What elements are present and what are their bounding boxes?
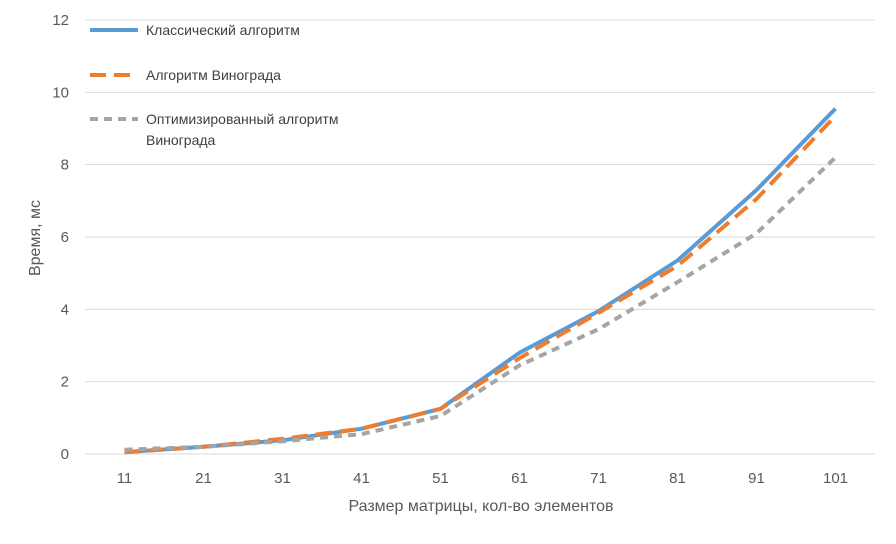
x-tick-label: 101 bbox=[823, 470, 848, 487]
y-tick-label: 4 bbox=[61, 301, 69, 318]
series-line-2 bbox=[125, 116, 836, 452]
x-tick-label: 21 bbox=[195, 470, 212, 487]
series-line-3 bbox=[125, 157, 836, 449]
x-tick-label: 31 bbox=[274, 470, 291, 487]
x-tick-label: 71 bbox=[590, 470, 607, 487]
legend: Классический алгоритм Алгоритм Винограда О… bbox=[90, 22, 338, 148]
y-tick-label: 10 bbox=[52, 84, 69, 101]
x-axis-title: Размер матрицы, кол-во элементов bbox=[348, 498, 613, 515]
series-line-1 bbox=[125, 109, 836, 453]
y-axis-title: Время, мс bbox=[27, 200, 44, 276]
legend-label-3: Винограда bbox=[146, 132, 216, 148]
y-tick-label: 8 bbox=[61, 157, 69, 174]
x-tick-label: 51 bbox=[432, 470, 449, 487]
y-tick-label: 2 bbox=[61, 374, 69, 391]
x-tick-label: 61 bbox=[511, 470, 528, 487]
x-tick-label: 11 bbox=[117, 470, 133, 487]
y-tick-label: 0 bbox=[61, 446, 69, 463]
series-lines bbox=[124, 109, 835, 453]
x-axis-ticks: 11 21 31 41 51 61 71 81 91 101 bbox=[117, 470, 848, 487]
y-axis-ticks: 0 2 4 6 8 10 12 bbox=[52, 12, 69, 463]
y-tick-label: 6 bbox=[61, 229, 69, 246]
x-tick-label: 91 bbox=[748, 470, 765, 487]
legend-label-3: Оптимизированный алгоритм bbox=[146, 111, 338, 127]
x-tick-label: 41 bbox=[353, 470, 370, 487]
legend-label-1: Классический алгоритм bbox=[146, 22, 300, 38]
y-tick-label: 12 bbox=[52, 12, 69, 29]
x-tick-label: 81 bbox=[669, 470, 686, 487]
legend-label-2: Алгоритм Винограда bbox=[146, 67, 281, 83]
